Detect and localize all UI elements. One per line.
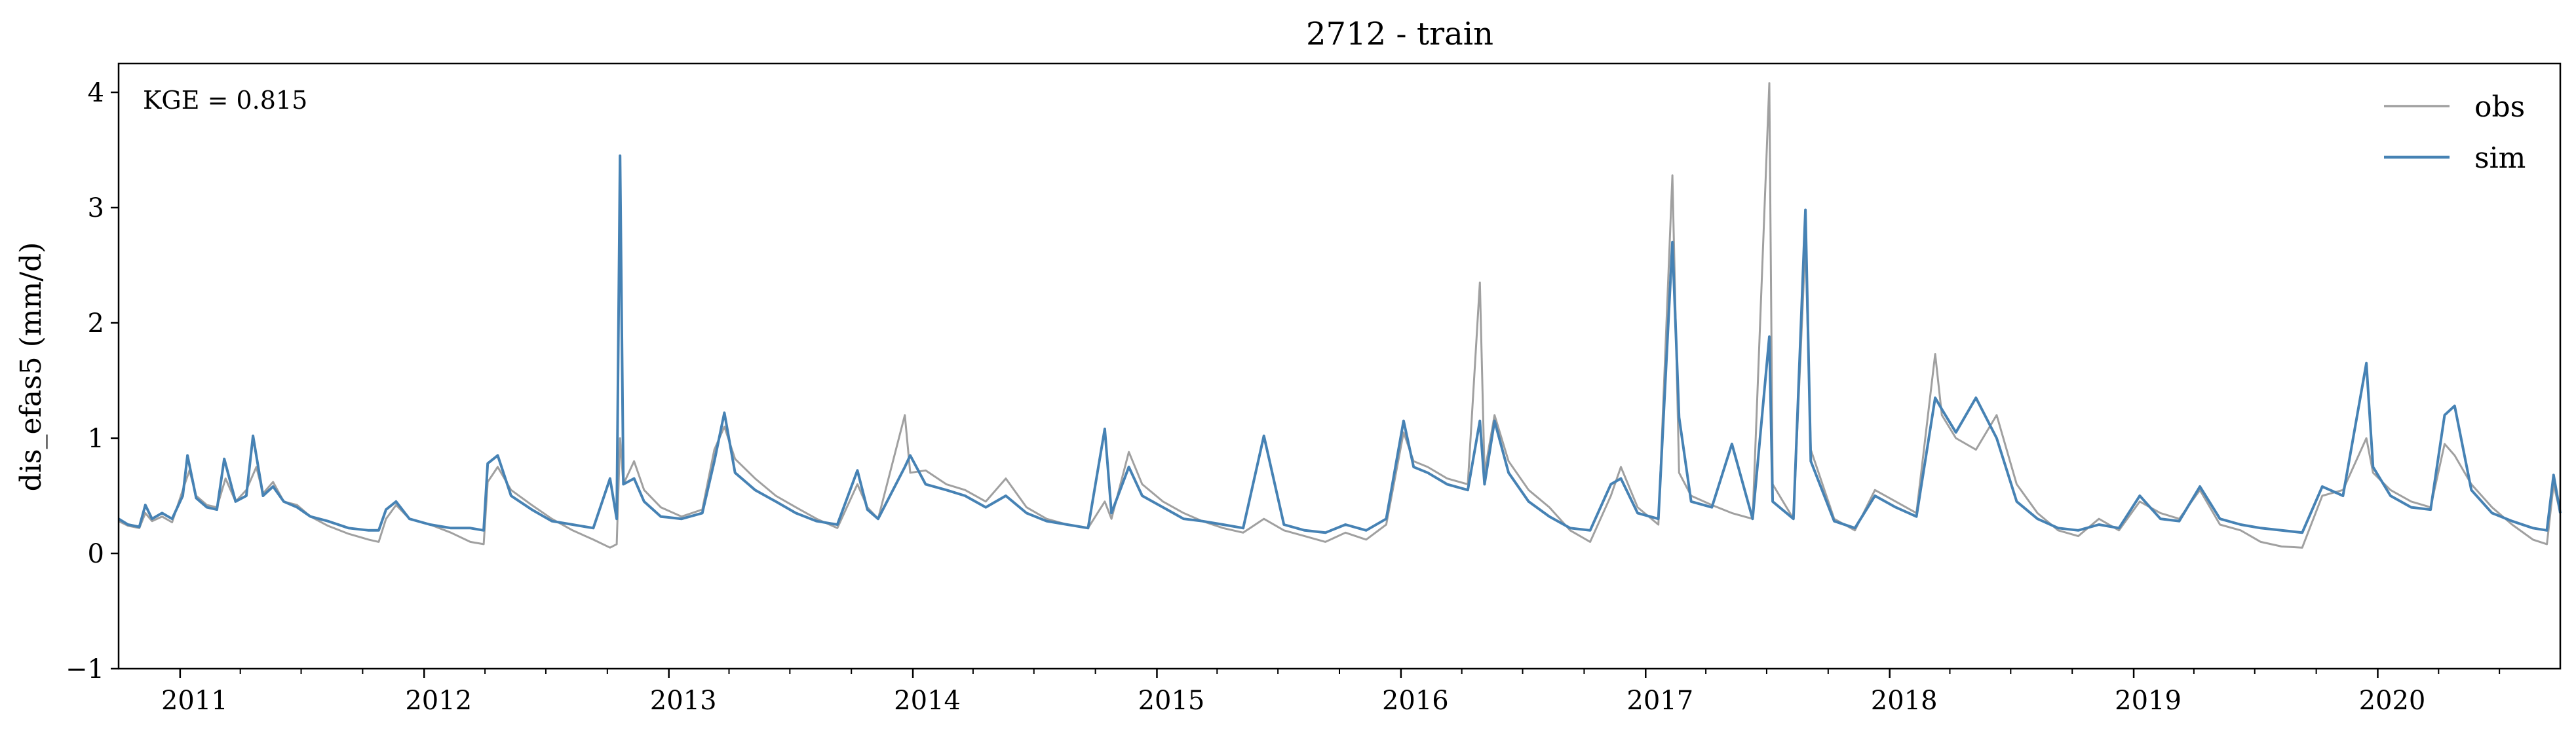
- y-tick-label: 0: [88, 539, 104, 569]
- y-tick-label: 2: [88, 308, 104, 339]
- legend-label-sim: sim: [2474, 141, 2526, 175]
- x-tick-label: 2014: [894, 686, 961, 716]
- x-tick-label: 2016: [1382, 686, 1449, 716]
- plot-frame: [117, 62, 2562, 670]
- y-tick-label: 3: [88, 193, 104, 223]
- y-tick-label: −1: [66, 654, 104, 684]
- x-tick-label: 2011: [161, 686, 228, 716]
- x-tick-label: 2017: [1626, 686, 1693, 716]
- x-tick-label: 2015: [1138, 686, 1205, 716]
- x-tick-label: 2020: [2359, 686, 2426, 716]
- y-axis-label: dis_efas5 (mm/d): [14, 242, 48, 492]
- x-tick-label: 2019: [2115, 686, 2182, 716]
- series-line-obs: [118, 82, 2562, 549]
- legend-label-obs: obs: [2474, 90, 2525, 124]
- y-tick-label: 4: [88, 78, 104, 108]
- x-ticks: 2011 2012 2013 2014 2015 2016 2017 2018 2019 2020: [161, 669, 2501, 716]
- chart-title: 2712 - train: [1306, 16, 1493, 52]
- y-tick-label: 1: [88, 424, 104, 454]
- kge-annotation: KGE = 0.815: [143, 86, 307, 115]
- x-tick-label: 2013: [650, 686, 717, 716]
- x-tick-label: 2012: [405, 686, 472, 716]
- y-ticks: −1 0 1 2 3 4: [66, 78, 119, 684]
- x-tick-label: 2018: [1871, 686, 1938, 716]
- series-line-sim: [117, 154, 2562, 534]
- chart-legend: obs sim: [2384, 90, 2526, 175]
- series-layer: [117, 82, 2562, 549]
